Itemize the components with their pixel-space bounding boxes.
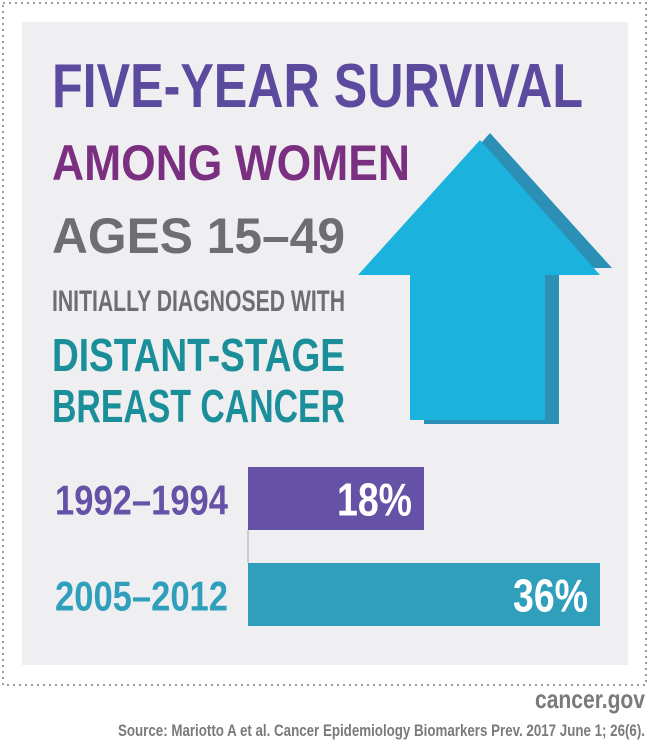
arrow (358, 140, 600, 420)
title-line: BREAST CANCER (52, 380, 345, 432)
bar (248, 467, 424, 530)
title-line: DISTANT-STAGE (52, 329, 345, 381)
category-label: 1992–1994 (55, 477, 229, 524)
value-label: 18% (337, 474, 412, 526)
site-label: cancer.gov (535, 684, 645, 714)
value-label: 36% (513, 570, 588, 622)
title-line: AGES 15–49 (52, 208, 345, 264)
dotted-border (2, 2, 647, 686)
category-label: 2005–2012 (55, 573, 228, 620)
bar (248, 563, 600, 626)
title-line: AMONG WOMEN (52, 135, 410, 191)
title-line: INITIALLY DIAGNOSED WITH (52, 285, 345, 318)
source-note: Source: Mariotto A et al. Cancer Epidemi… (118, 721, 645, 740)
title-line: FIVE-YEAR SURVIVAL (52, 52, 583, 121)
